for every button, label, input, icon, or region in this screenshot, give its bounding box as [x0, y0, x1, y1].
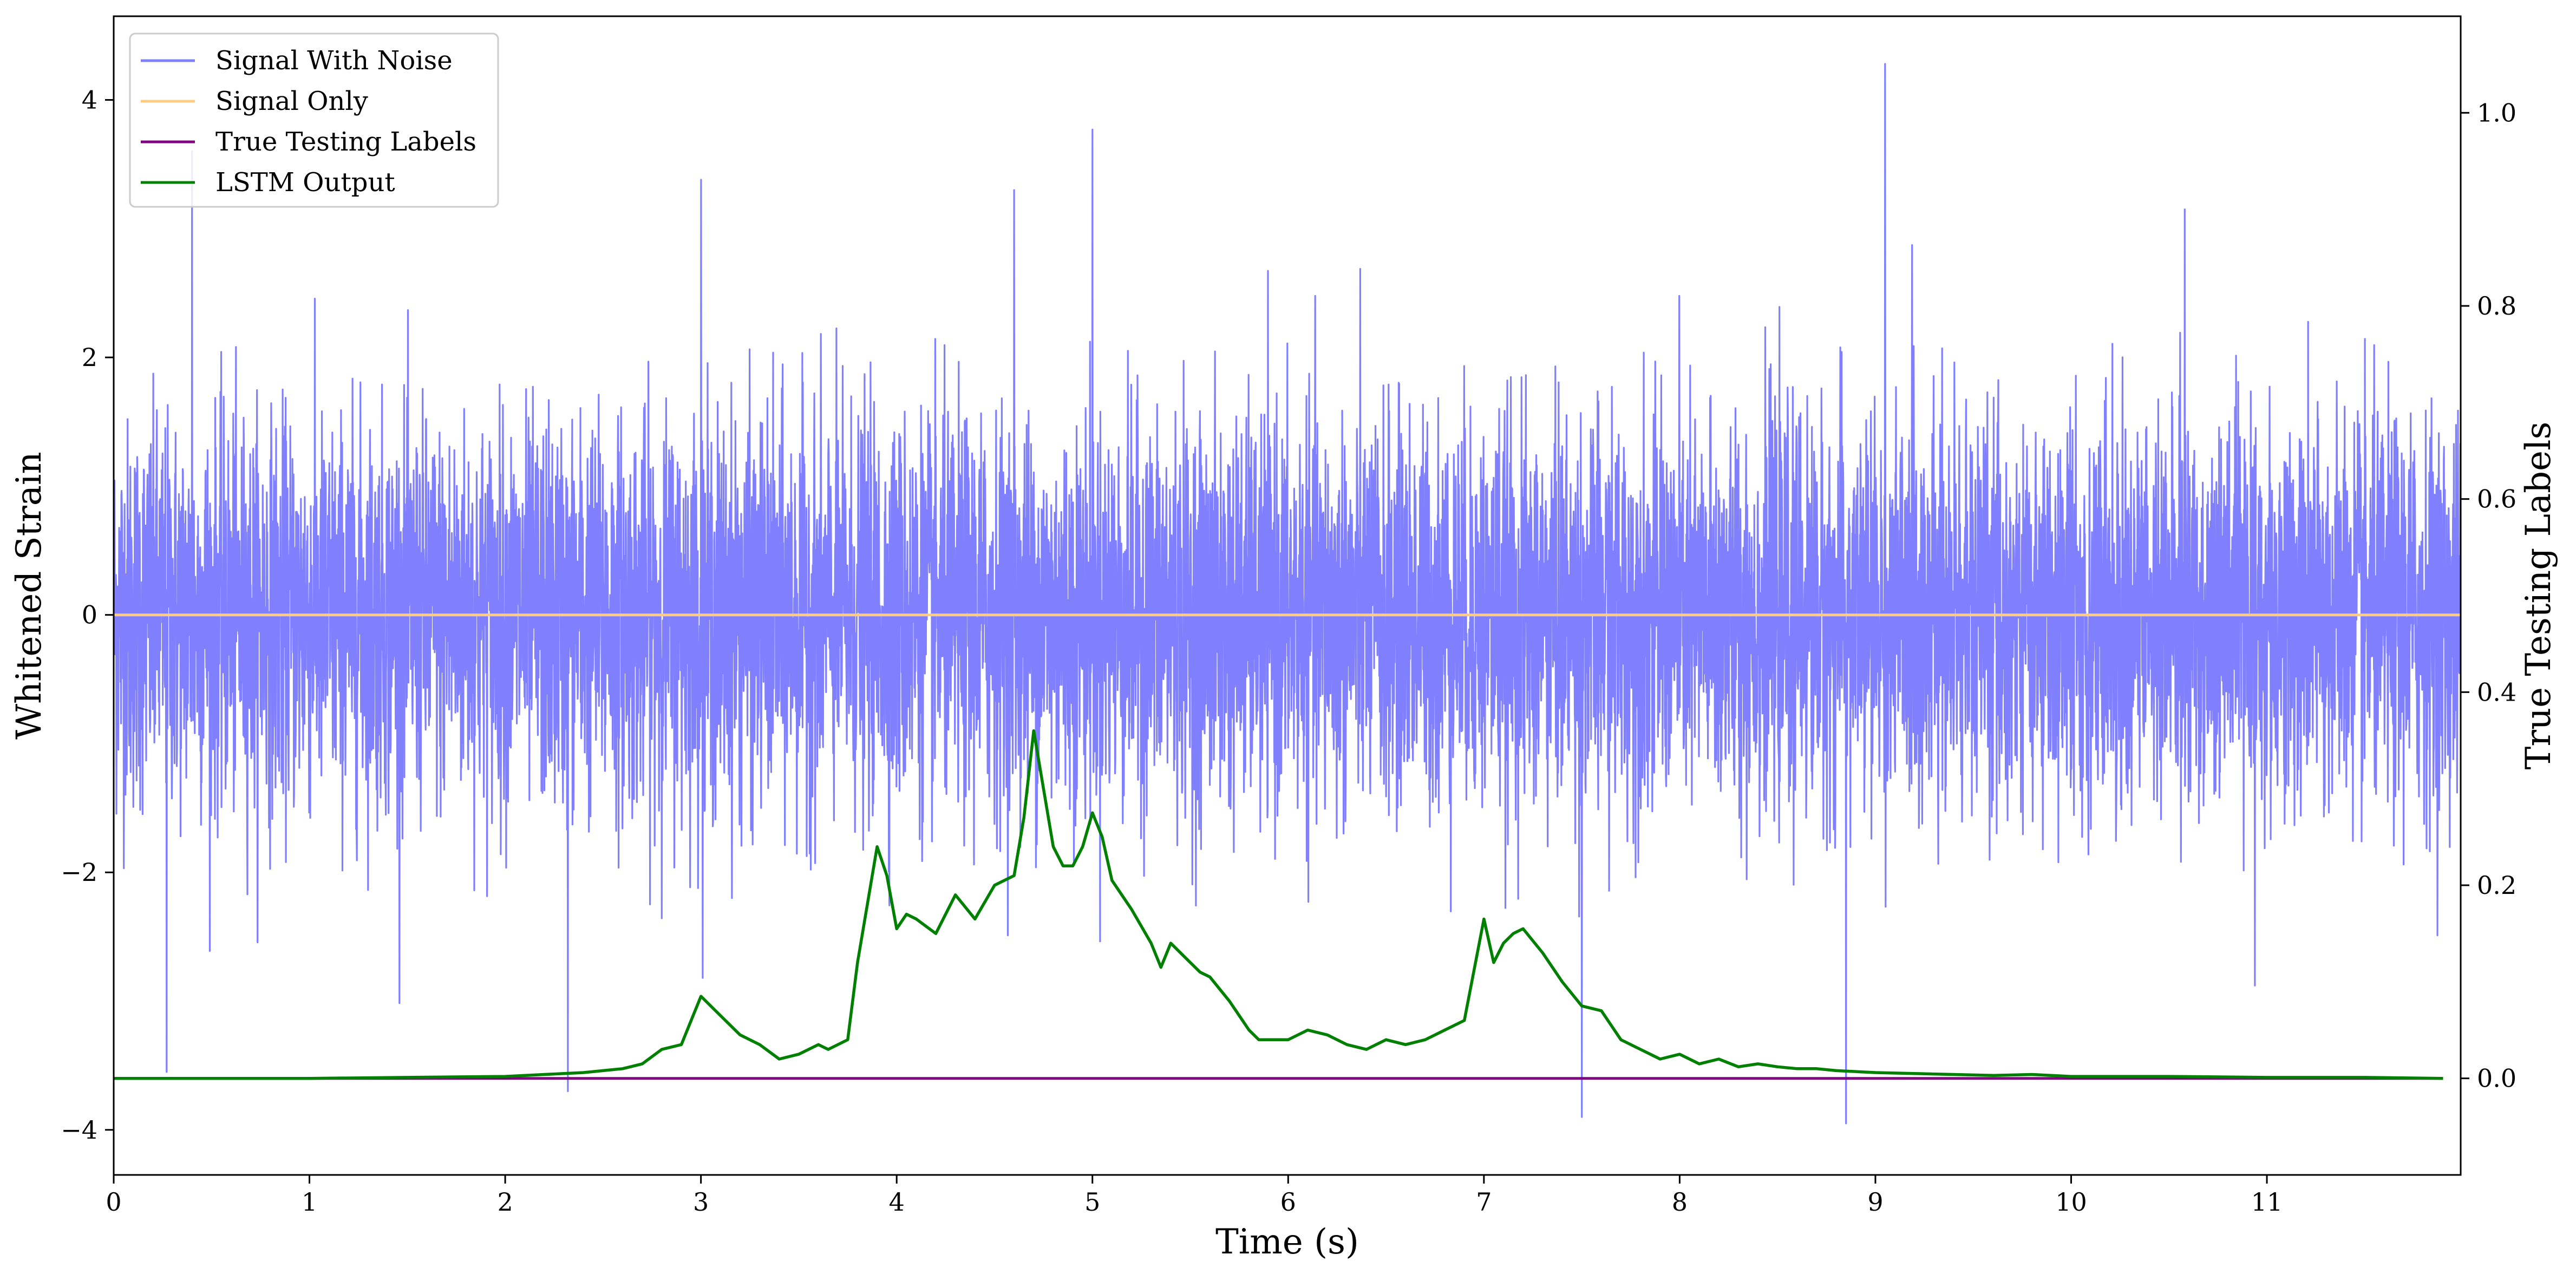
legend-label-true-testing-labels: True Testing Labels [215, 127, 476, 157]
legend-label-signal-only: Signal Only [215, 86, 368, 116]
x-tick-label: 8 [1672, 1187, 1688, 1217]
x-tick-label: 2 [497, 1187, 513, 1217]
x-tick-label: 7 [1476, 1187, 1492, 1217]
x-tick-label: 3 [693, 1187, 709, 1217]
y2-tick-label: 0.4 [2477, 677, 2516, 707]
plot-area [114, 63, 2461, 1125]
y2-tick-label: 0.2 [2477, 871, 2516, 900]
y-tick-label: 2 [82, 343, 97, 372]
x-axis-label: Time (s) [1215, 1222, 1359, 1262]
y2-tick-label: 1.0 [2477, 98, 2516, 127]
legend-label-lstm-output: LSTM Output [215, 167, 395, 198]
y-tick-label: 4 [82, 86, 97, 115]
x-tick-label: 0 [106, 1187, 121, 1217]
x-tick-label: 5 [1084, 1187, 1100, 1217]
y2-tick-label: 0.0 [2477, 1064, 2516, 1093]
y2-tick-label: 0.6 [2477, 485, 2516, 514]
y2-axis-label: True Testing Labels [2519, 422, 2559, 770]
y-tick-label: −4 [61, 1115, 97, 1145]
x-tick-label: 6 [1280, 1187, 1296, 1217]
legend-label-signal-with-noise: Signal With Noise [215, 45, 453, 76]
x-tick-label: 10 [2055, 1187, 2087, 1217]
y-tick-label: −2 [61, 858, 97, 887]
y-axis-label: Whitened Strain [9, 452, 49, 739]
legend-box [129, 32, 499, 208]
x-tick-label: 11 [2251, 1187, 2283, 1217]
series-lstm-output [114, 729, 2443, 1080]
y2-tick-label: 0.8 [2477, 291, 2516, 321]
y-tick-label: 0 [82, 600, 97, 630]
x-tick-label: 9 [1867, 1187, 1883, 1217]
x-tick-label: 1 [302, 1187, 317, 1217]
axes: 0 1 2 3 4 5 6 7 8 9 10 11 −4 −2 0 2 4 0.0 0.2 0.4 0.6 0.8 1.0 [61, 15, 2516, 1217]
plot-frame [113, 15, 2462, 1176]
legend: Signal With Noise Signal Only True Testing… [129, 32, 499, 208]
x-tick-label: 4 [889, 1187, 905, 1217]
series-signal-with-noise [114, 63, 2461, 1125]
